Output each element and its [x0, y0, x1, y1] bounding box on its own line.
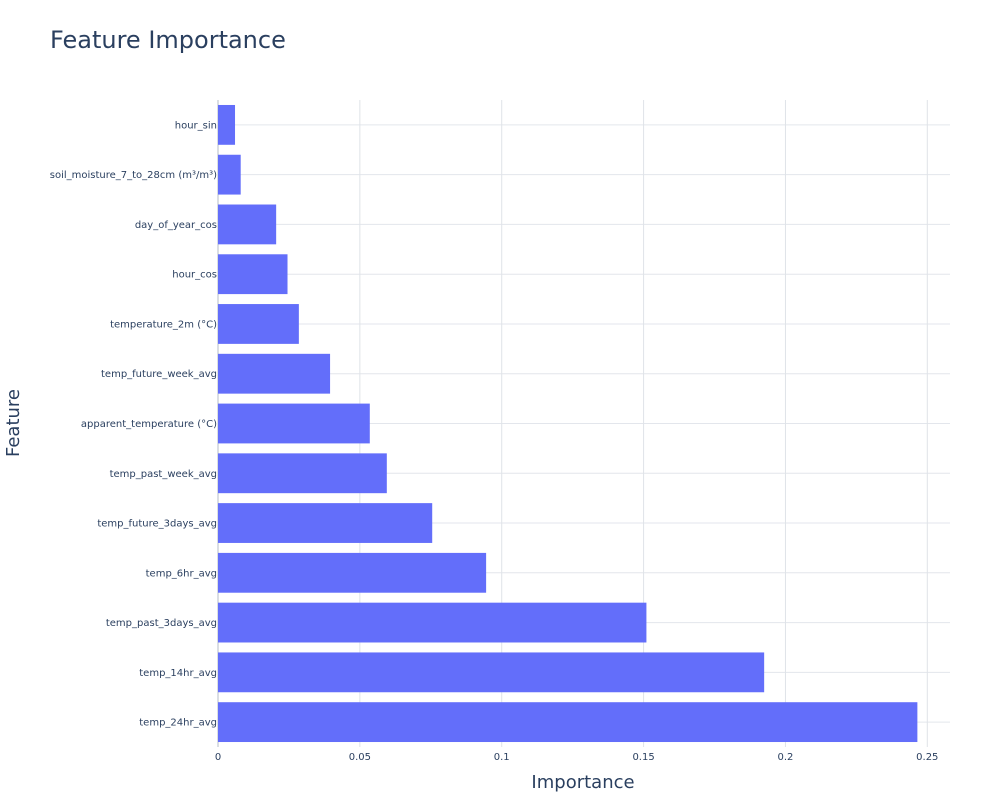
bar[interactable]: [218, 104, 236, 145]
x-tick-label: 0: [215, 752, 221, 763]
y-axis-title: Feature: [3, 389, 24, 457]
y-tick-label: temp_14hr_avg: [139, 668, 217, 679]
bar[interactable]: [218, 304, 299, 344]
x-axis-title: Importance: [531, 772, 634, 793]
x-tick-label: 0.15: [632, 752, 654, 763]
y-tick-label: day_of_year_cos: [135, 220, 217, 231]
bar[interactable]: [218, 602, 647, 643]
x-tick-label: 0.05: [349, 752, 371, 763]
y-tick-label: temp_past_week_avg: [110, 469, 217, 480]
bar[interactable]: [218, 702, 918, 743]
y-tick-label: temp_future_week_avg: [101, 369, 217, 380]
y-tick-label: temperature_2m (°C): [110, 319, 217, 330]
bar[interactable]: [218, 154, 241, 195]
y-tick-label: apparent_temperature (°C): [81, 419, 217, 430]
x-tick-label: 0.1: [494, 752, 510, 763]
bar[interactable]: [218, 403, 370, 444]
bar[interactable]: [218, 503, 433, 543]
y-tick-label: hour_sin: [175, 120, 217, 131]
y-tick-label: temp_future_3days_avg: [97, 519, 217, 530]
bar[interactable]: [218, 652, 765, 693]
y-tick-label: temp_past_3days_avg: [106, 618, 217, 629]
x-tick-label: 0.25: [916, 752, 938, 763]
bar[interactable]: [218, 204, 277, 245]
bar[interactable]: [218, 453, 387, 494]
y-tick-label: hour_cos: [172, 270, 217, 281]
x-tick-label: 0.2: [777, 752, 793, 763]
y-tick-label: temp_6hr_avg: [146, 568, 217, 579]
y-tick-label: soil_moisture_7_to_28cm (m³/m³): [50, 170, 217, 181]
y-tick-label: temp_24hr_avg: [139, 718, 217, 729]
bar[interactable]: [218, 552, 487, 593]
bar-layer: [218, 104, 918, 743]
chart-title: Feature Importance: [50, 26, 286, 54]
bar[interactable]: [218, 353, 331, 394]
bar[interactable]: [218, 254, 288, 295]
label-layer: 0 0.05 0.1 0.15 0.2 0.25 hour_sin soil_moisture…: [50, 120, 939, 763]
